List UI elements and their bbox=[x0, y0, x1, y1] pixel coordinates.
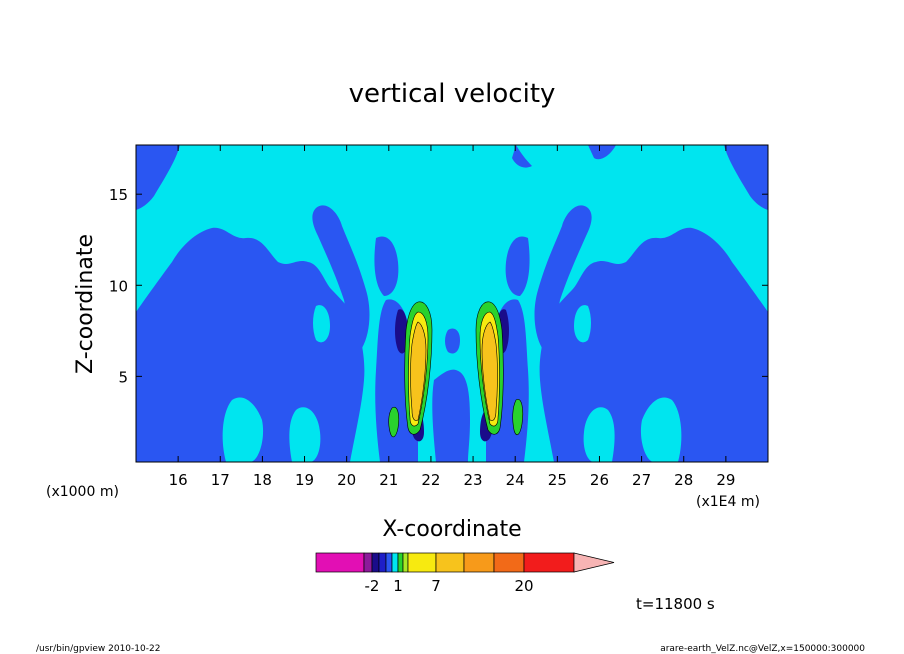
contour-region-neg-top-center-2 bbox=[588, 145, 616, 160]
x-axis-ticks: 16 17 18 19 20 21 22 23 24 25 26 27 28 29 bbox=[169, 145, 735, 489]
x-axis-label: X-coordinate bbox=[382, 517, 521, 542]
colorbar-tick-label: 1 bbox=[393, 577, 403, 595]
colorbar-tick-label: -2 bbox=[365, 577, 380, 595]
colorbar-segment bbox=[523, 552, 575, 573]
colorbar-segment bbox=[397, 552, 404, 573]
contour-region-dark-left bbox=[395, 309, 408, 354]
time-label: t=11800 s bbox=[636, 595, 715, 613]
contour-region-neg-top-right-finger bbox=[534, 205, 592, 348]
contour-region-neg-top-mid-left bbox=[374, 236, 399, 296]
y-tick-label: 15 bbox=[109, 186, 128, 204]
contour-island-pos-left-2 bbox=[289, 407, 321, 462]
updraft-east-side-green bbox=[512, 399, 524, 436]
x-tick-label: 29 bbox=[716, 471, 735, 489]
y-axis-unit: (x1000 m) bbox=[46, 484, 119, 500]
x-tick-label: 28 bbox=[674, 471, 693, 489]
contour-island-pos-right-1 bbox=[640, 397, 682, 462]
x-tick-label: 17 bbox=[211, 471, 230, 489]
plot-area bbox=[136, 145, 768, 462]
contour-island-pos-left-1 bbox=[222, 397, 264, 462]
contour-region-neg-right-large bbox=[539, 227, 768, 462]
colorbar-segment bbox=[371, 552, 380, 573]
colorbar-segment bbox=[363, 552, 373, 573]
contour-region-neg-top-left-finger bbox=[312, 205, 370, 348]
contour-island-pos-right-2 bbox=[583, 407, 615, 462]
x-tick-label: 20 bbox=[337, 471, 356, 489]
x-tick-label: 25 bbox=[548, 471, 567, 489]
contour-region-neg-corner-tr bbox=[724, 145, 768, 210]
y-tick-label: 10 bbox=[109, 277, 128, 295]
updraft-east-orange bbox=[481, 321, 498, 421]
x-tick-label: 16 bbox=[169, 471, 188, 489]
colorbar-segment bbox=[493, 552, 525, 573]
x-tick-label: 23 bbox=[464, 471, 483, 489]
colorbar-segment bbox=[435, 552, 465, 573]
x-tick-label: 24 bbox=[506, 471, 525, 489]
colorbar-tick-label: 20 bbox=[514, 577, 533, 595]
y-tick-label: 5 bbox=[118, 368, 128, 386]
colorbar: -2 1 7 20 bbox=[315, 552, 615, 595]
colorbar-segment bbox=[463, 552, 495, 573]
x-tick-label: 19 bbox=[295, 471, 314, 489]
x-tick-label: 21 bbox=[379, 471, 398, 489]
colorbar-segment bbox=[385, 552, 393, 573]
footer-left: /usr/bin/gpview 2010-10-22 bbox=[36, 644, 160, 654]
plot-frame bbox=[135, 144, 769, 463]
contour-region-neg-top-center bbox=[512, 145, 532, 168]
colorbar-extension-arrow bbox=[573, 552, 615, 573]
contour-island-pos-right-3 bbox=[574, 305, 591, 343]
colorbar-segment bbox=[315, 552, 365, 573]
contour-region-neg-center-top bbox=[445, 328, 460, 354]
x-tick-label: 22 bbox=[421, 471, 440, 489]
contour-region-neg-corner-tl bbox=[136, 145, 180, 210]
contour-island-pos-left-3 bbox=[313, 305, 330, 343]
colorbar-segment bbox=[378, 552, 387, 573]
colorbar-segment bbox=[391, 552, 399, 573]
colorbar-segment bbox=[407, 552, 437, 573]
contour-region-neg-left-large bbox=[136, 227, 365, 462]
x-axis-unit: (x1E4 m) bbox=[696, 494, 760, 510]
contour-island-pos-center-gap bbox=[440, 297, 458, 323]
x-tick-label: 18 bbox=[253, 471, 272, 489]
x-tick-label: 27 bbox=[632, 471, 651, 489]
contour-region-neg-top-mid-right bbox=[505, 236, 530, 296]
contour-region-neg-center bbox=[432, 369, 470, 462]
footer-right: arare-earth_VelZ.nc@VelZ,x=150000:300000 bbox=[660, 644, 865, 654]
x-tick-label: 26 bbox=[590, 471, 609, 489]
chart-title: vertical velocity bbox=[349, 79, 556, 109]
updraft-west-orange bbox=[410, 321, 427, 421]
colorbar-tick-label: 7 bbox=[431, 577, 441, 595]
y-axis-label: Z-coordinate bbox=[73, 234, 98, 374]
updraft-west-side-green bbox=[388, 406, 400, 438]
colorbar-segment bbox=[402, 552, 409, 573]
y-axis-ticks: 5 10 15 bbox=[109, 186, 768, 386]
